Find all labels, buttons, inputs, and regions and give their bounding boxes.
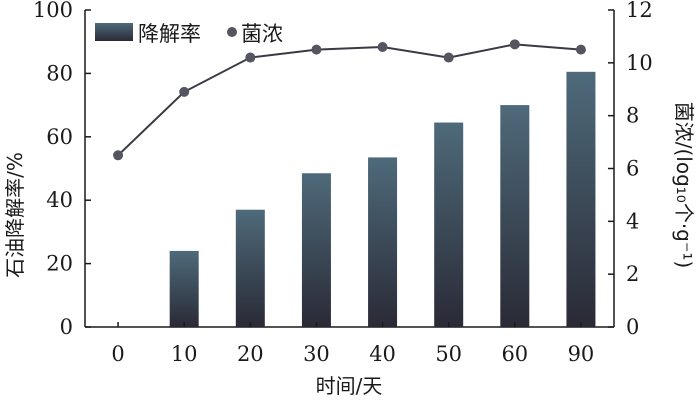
bar-degradation-rate — [500, 105, 530, 327]
x-tick-label: 60 — [501, 342, 528, 366]
legend-bar-label: 降解率 — [138, 22, 201, 46]
legend-line-label: 菌浓 — [241, 22, 283, 46]
bar-degradation-rate — [235, 209, 265, 327]
point-bacterial-concentration — [575, 44, 586, 55]
y-right-tick-label: 8 — [626, 104, 639, 128]
y-axis-right-title: 菌浓/(log₁₀个·g⁻¹) — [672, 102, 696, 269]
y-left-tick-label: 60 — [46, 125, 73, 149]
point-bacterial-concentration — [509, 39, 520, 50]
y-left-tick-label: 20 — [46, 252, 73, 276]
legend-line-marker — [227, 27, 237, 37]
point-bacterial-concentration — [311, 44, 322, 55]
bar-degradation-rate — [368, 157, 398, 327]
y-left-tick-label: 80 — [46, 61, 73, 85]
bar-degradation-rate — [169, 250, 199, 327]
y-right-tick-label: 12 — [626, 0, 653, 22]
x-tick-label: 90 — [568, 342, 595, 366]
x-tick-label: 30 — [303, 342, 330, 366]
y-left-tick-label: 0 — [60, 315, 73, 339]
y-right-tick-label: 0 — [626, 315, 639, 339]
y-right-tick-label: 4 — [626, 209, 639, 233]
y-right-tick-label: 6 — [626, 157, 639, 181]
point-bacterial-concentration — [443, 52, 454, 63]
bar-degradation-rate — [301, 173, 331, 327]
x-axis-title: 时间/天 — [316, 374, 383, 398]
y-right-tick-label: 2 — [626, 262, 639, 286]
x-tick-label: 10 — [171, 342, 198, 366]
legend: 降解率 菌浓 — [95, 22, 283, 46]
line-bacterial-concentration — [117, 43, 582, 157]
point-bacterial-concentration — [377, 41, 388, 52]
point-bacterial-concentration — [245, 52, 256, 63]
y-right-tick-label: 10 — [626, 51, 653, 75]
point-bacterial-concentration — [113, 150, 124, 161]
y-axis-left-title: 石油降解率/% — [3, 152, 27, 278]
point-bacterial-concentration — [179, 86, 190, 97]
y-left-tick-label: 40 — [46, 188, 73, 212]
x-tick-label: 40 — [369, 342, 396, 366]
bar-degradation-rate — [566, 71, 596, 327]
x-tick-label: 50 — [435, 342, 462, 366]
x-tick-label: 0 — [111, 342, 124, 366]
bar-degradation-rate — [434, 122, 464, 327]
legend-bar-swatch — [95, 23, 133, 41]
x-tick-label: 20 — [237, 342, 264, 366]
y-left-tick-label: 100 — [33, 0, 73, 22]
